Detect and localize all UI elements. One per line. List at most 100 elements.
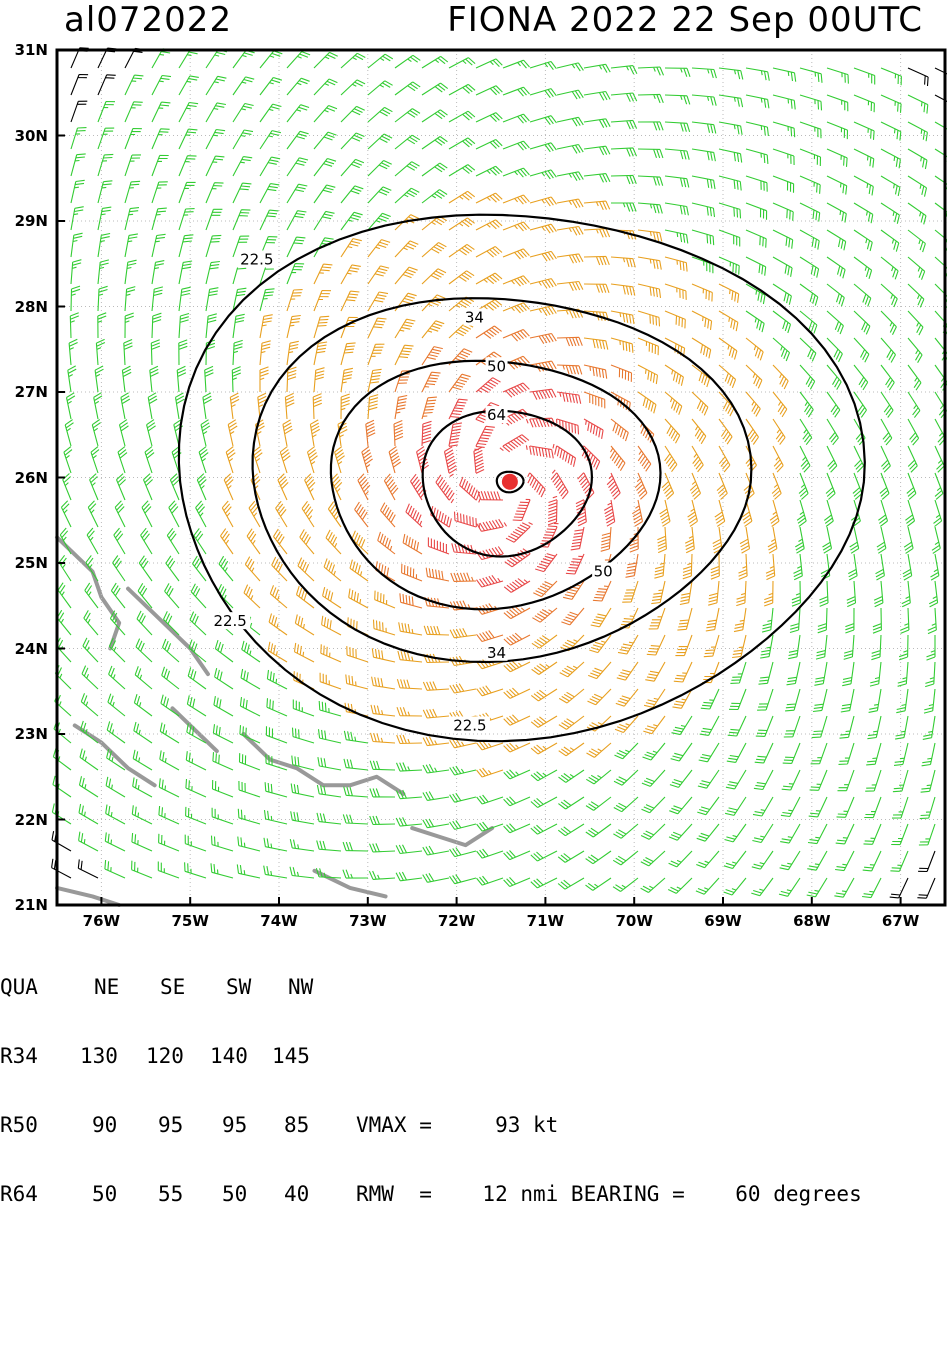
- wind-barb: [732, 634, 747, 659]
- wind-barb: [583, 418, 604, 439]
- wind-barb: [131, 860, 153, 879]
- wind-barb: [718, 202, 742, 219]
- y-tick-label: 25N: [14, 554, 48, 572]
- wind-barb: [395, 762, 423, 772]
- wind-barb: [286, 210, 307, 231]
- wind-barb: [105, 776, 126, 798]
- wind-barb: [475, 272, 503, 285]
- wind-barb: [880, 67, 902, 86]
- wind-barb: [205, 234, 222, 258]
- wind-barb: [853, 445, 865, 473]
- wind-barb: [188, 639, 207, 663]
- wind-barb: [556, 253, 584, 264]
- contour-label: 50: [594, 563, 613, 581]
- wind-barb: [313, 237, 334, 258]
- wind-barb: [369, 815, 396, 826]
- radius-nw: 145: [272, 1044, 310, 1068]
- wind-barb: [583, 364, 608, 379]
- wind-barb: [875, 553, 885, 581]
- wind-barb: [934, 283, 947, 308]
- wind-barb: [530, 742, 558, 755]
- wind-barb: [70, 73, 89, 96]
- wind-barb: [395, 817, 423, 827]
- wind-barb: [210, 835, 234, 852]
- wind-barb: [65, 392, 76, 420]
- wind-barb: [259, 130, 282, 150]
- wind-barb: [83, 610, 99, 636]
- wind-barb: [934, 418, 946, 446]
- wind-barb: [853, 229, 873, 252]
- wind-barb: [294, 614, 315, 636]
- wind-barb: [809, 769, 828, 791]
- wind-barb: [853, 310, 871, 335]
- wind-barb: [853, 283, 872, 307]
- wind-barb: [151, 101, 171, 123]
- wind-barb: [151, 74, 172, 96]
- wind-barb: [793, 553, 803, 581]
- wind-barb: [223, 473, 234, 501]
- rmw-bearing-readout: RMW = 12 nmi BEARING = 60 degrees: [356, 1182, 862, 1206]
- wind-barb: [330, 473, 343, 501]
- wind-barb: [641, 796, 666, 814]
- wind-barb: [668, 850, 693, 868]
- wind-barb: [745, 94, 770, 109]
- wind-barb: [664, 445, 678, 473]
- wind-barb: [529, 169, 557, 180]
- wind-barb: [610, 337, 634, 353]
- wind-barb: [232, 156, 253, 177]
- wind-barb: [448, 348, 473, 366]
- wind-barb: [193, 528, 207, 555]
- wind-barb: [741, 499, 753, 527]
- wind-barb: [812, 688, 828, 713]
- wind-barb: [583, 173, 611, 183]
- wind-barb: [558, 688, 585, 704]
- wind-barb: [529, 250, 557, 262]
- wind-barb: [196, 473, 207, 501]
- wind-barb: [198, 446, 209, 474]
- wind-barb: [905, 499, 916, 527]
- wind-barb: [664, 202, 689, 216]
- wind-barb: [799, 418, 813, 446]
- wind-barb: [67, 365, 77, 393]
- wind-barb: [291, 727, 315, 744]
- wind-barb: [606, 472, 621, 500]
- wind-barb: [503, 796, 531, 807]
- wind-barb: [610, 65, 638, 75]
- wind-barb: [396, 679, 423, 690]
- wind-barb: [394, 318, 416, 339]
- wind-barb: [340, 367, 354, 393]
- wind-barb: [263, 837, 288, 852]
- wind-barb: [529, 60, 557, 71]
- wind-barb: [897, 661, 909, 687]
- wind-barb: [367, 160, 392, 177]
- wind-barb: [367, 212, 391, 231]
- wind-barb: [293, 671, 315, 690]
- contour-label-bg: [236, 250, 277, 268]
- wind-barb: [556, 116, 584, 127]
- wind-barb: [210, 863, 234, 879]
- wind-barb: [269, 585, 288, 609]
- wind-barb: [316, 840, 342, 852]
- wind-barb: [290, 783, 315, 798]
- wind-barb: [259, 366, 269, 392]
- wind-barb: [769, 499, 780, 527]
- wind-barb: [845, 607, 855, 634]
- wind-barb: [791, 580, 801, 607]
- wind-barb: [637, 66, 665, 76]
- x-tick-label: 70W: [615, 912, 653, 930]
- wind-barb: [475, 85, 503, 96]
- radius-sw: 50: [222, 1182, 248, 1206]
- wind-barb: [751, 850, 774, 870]
- wind-barb: [394, 394, 408, 420]
- wind-barb: [290, 811, 315, 825]
- wind-barb: [421, 189, 448, 204]
- wind-barb: [934, 256, 947, 279]
- wind-barb: [286, 263, 305, 285]
- wind-barb: [772, 67, 797, 82]
- wind-barb: [160, 694, 180, 717]
- wind-barb: [313, 210, 335, 231]
- wind-barb: [195, 500, 207, 528]
- wind-barb: [476, 740, 504, 751]
- contour-label: 34: [487, 644, 506, 662]
- wind-barb: [817, 607, 828, 634]
